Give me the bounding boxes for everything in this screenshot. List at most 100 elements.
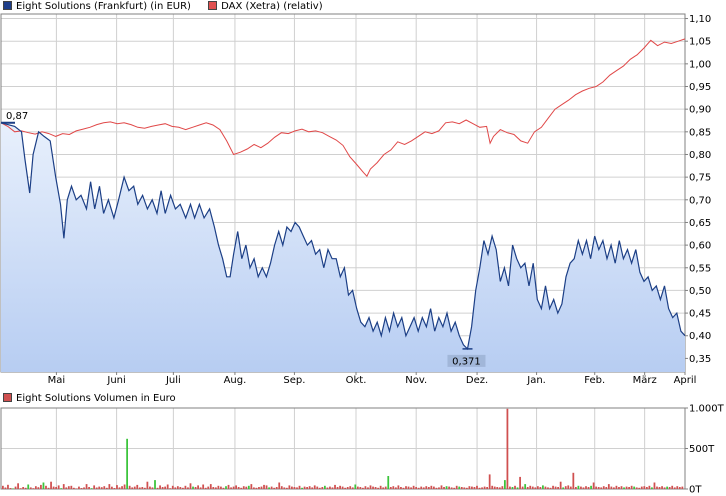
legend-label-volume: Eight Solutions Volumen in Euro bbox=[16, 393, 176, 404]
volume-bar bbox=[364, 486, 367, 489]
volume-bar bbox=[590, 485, 592, 489]
volume-y-tick-label: 1.000T bbox=[689, 404, 725, 415]
volume-bar bbox=[202, 484, 205, 489]
volume-bar bbox=[111, 486, 113, 489]
legend-item-volume[interactable]: Eight Solutions Volumen in Euro bbox=[3, 392, 176, 405]
legend-item-eight-solutions[interactable]: Eight Solutions (Frankfurt) (in EUR) bbox=[3, 0, 191, 13]
volume-bar bbox=[2, 485, 4, 489]
volume-bar bbox=[382, 487, 385, 489]
volume-bar bbox=[108, 484, 111, 489]
volume-chart-legend: Eight Solutions Volumen in Euro bbox=[3, 392, 190, 405]
volume-bar bbox=[27, 484, 30, 489]
volume-bar bbox=[620, 486, 623, 489]
volume-bar bbox=[240, 487, 243, 489]
volume-bar bbox=[542, 485, 544, 489]
volume-bar bbox=[397, 485, 400, 489]
volume-bar bbox=[501, 486, 504, 489]
volume-bar bbox=[506, 408, 509, 489]
volume-bar bbox=[557, 487, 559, 489]
volume-bar bbox=[552, 485, 554, 489]
volume-bar bbox=[569, 486, 572, 489]
volume-bar bbox=[133, 486, 136, 489]
volume-bar bbox=[483, 486, 486, 489]
volume-bar bbox=[275, 487, 278, 489]
volume-bar bbox=[83, 487, 85, 489]
volume-bar bbox=[270, 486, 273, 489]
price-x-tick-label: Jan. bbox=[526, 375, 546, 386]
volume-bar bbox=[95, 487, 98, 489]
volume-bar bbox=[116, 485, 118, 489]
volume-bar bbox=[351, 487, 354, 489]
volume-bar bbox=[235, 485, 238, 489]
volume-bar bbox=[40, 484, 42, 489]
volume-bar bbox=[93, 485, 96, 489]
volume-bar bbox=[438, 487, 440, 489]
volume-bar bbox=[435, 487, 438, 489]
volume-bar bbox=[516, 487, 519, 489]
volume-bar bbox=[498, 487, 501, 489]
volume-bar bbox=[100, 487, 103, 489]
volume-bar bbox=[164, 486, 167, 489]
volume-bar bbox=[427, 487, 430, 489]
volume-bar bbox=[526, 487, 529, 489]
volume-bar bbox=[42, 482, 45, 489]
volume-bar bbox=[377, 487, 379, 489]
volume-bar bbox=[280, 486, 283, 489]
volume-bar bbox=[648, 485, 651, 489]
volume-bar bbox=[57, 485, 60, 489]
volume-bar bbox=[638, 487, 641, 489]
volume-bar bbox=[197, 485, 199, 489]
volume-bar bbox=[316, 486, 319, 489]
volume-bar bbox=[149, 486, 151, 489]
volume-bar bbox=[547, 487, 549, 489]
volume-bar bbox=[199, 487, 202, 489]
volume-bar bbox=[668, 487, 671, 489]
volume-bar bbox=[529, 485, 532, 489]
legend-item-dax[interactable]: DAX (Xetra) (relativ) bbox=[208, 0, 323, 13]
volume-bar bbox=[250, 484, 253, 489]
volume-bar bbox=[308, 486, 311, 489]
volume-bar bbox=[182, 487, 184, 489]
volume-bar bbox=[187, 487, 189, 489]
volume-bar bbox=[362, 487, 364, 489]
volume-bar bbox=[374, 487, 377, 489]
volume-bar bbox=[473, 487, 476, 489]
volume-y-axis: 1.000T 500T 0T bbox=[685, 404, 725, 496]
volume-bar bbox=[288, 485, 291, 489]
volume-bar bbox=[258, 487, 260, 489]
volume-bar bbox=[389, 487, 392, 489]
volume-bar bbox=[666, 486, 669, 489]
volume-bar bbox=[356, 486, 359, 489]
volume-bar bbox=[242, 486, 245, 489]
volume-bar bbox=[673, 487, 676, 489]
volume-bar bbox=[184, 485, 187, 489]
volume-bar bbox=[405, 486, 407, 489]
volume-bar bbox=[166, 484, 169, 489]
volume-bar bbox=[143, 487, 146, 489]
volume-bar bbox=[329, 486, 331, 489]
volume-bar bbox=[128, 485, 131, 489]
volume-bar bbox=[136, 484, 139, 489]
volume-bar bbox=[55, 487, 58, 489]
volume-bar bbox=[90, 488, 93, 489]
volume-bar bbox=[154, 480, 156, 489]
volume-bar bbox=[159, 485, 161, 489]
volume-bar bbox=[65, 487, 68, 489]
volume-bar bbox=[524, 484, 527, 489]
volume-bar bbox=[521, 486, 524, 489]
volume-bar bbox=[126, 438, 128, 489]
volume-bar bbox=[301, 487, 303, 489]
volume-bar bbox=[331, 487, 334, 489]
volume-bar bbox=[587, 487, 590, 489]
volume-bar bbox=[387, 476, 390, 489]
volume-bar bbox=[72, 487, 75, 489]
volume-bar bbox=[346, 487, 349, 489]
price-x-tick-label: Juni bbox=[106, 375, 125, 386]
volume-bar bbox=[32, 488, 35, 489]
volume-bar bbox=[509, 486, 511, 489]
volume-bar bbox=[75, 488, 78, 489]
volume-bar bbox=[600, 487, 603, 489]
volume-bar bbox=[344, 487, 347, 489]
volume-bar bbox=[615, 485, 618, 489]
